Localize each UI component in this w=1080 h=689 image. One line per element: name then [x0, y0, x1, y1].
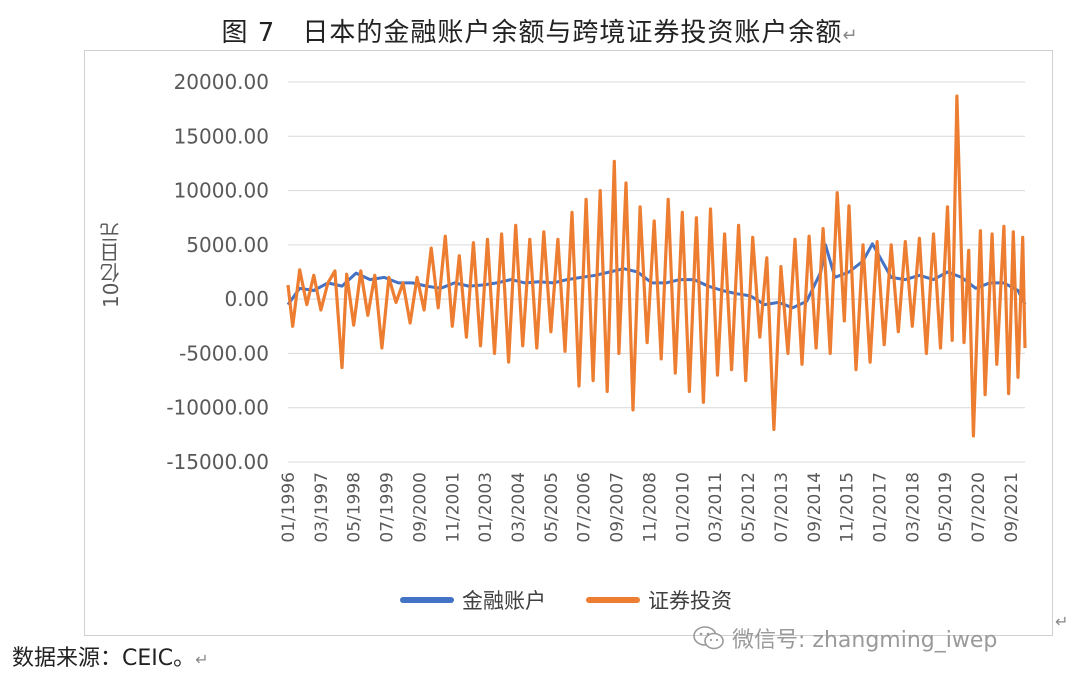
x-tick-label: 05/1998	[345, 472, 365, 543]
x-tick-label: 01/1996	[279, 472, 299, 543]
chart-frame	[84, 50, 1053, 636]
watermark: 微信号: zhangming_iwep	[692, 622, 997, 654]
legend-swatch-securities	[586, 597, 640, 603]
x-tick-label: 11/2015	[838, 472, 858, 543]
legend-label-securities: 证券投资	[648, 589, 732, 613]
legend-item-securities: 证券投资	[586, 585, 732, 615]
x-tick-label: 09/2021	[1002, 472, 1022, 543]
x-tick-label: 05/2019	[936, 472, 956, 543]
x-tick-label: 05/2012	[739, 472, 759, 543]
x-tick-label: 07/2020	[969, 472, 989, 543]
x-tick-label: 09/2000	[410, 472, 430, 543]
series-line-securities-investment	[286, 94, 1027, 438]
source-note: 数据来源：CEIC。↵	[12, 640, 209, 672]
x-tick-label: 03/2004	[509, 472, 529, 543]
chart-title-text: 图 7 日本的金融账户余额与跨境证券投资账户余额	[221, 18, 843, 48]
chart-title: 图 7 日本的金融账户余额与跨境证券投资账户余额↵	[0, 12, 1080, 49]
y-tick-label: -15000.00	[166, 450, 269, 474]
x-tick-label: 09/2014	[805, 472, 825, 543]
x-tick-label: 11/2001	[443, 472, 463, 543]
x-tick-label: 03/1997	[312, 472, 332, 543]
wechat-icon	[693, 626, 724, 650]
y-tick-labels: 20000.00 15000.00 10000.00 5000.00 0.00 -5000…	[166, 70, 269, 474]
legend-item-financial: 金融账户	[400, 585, 546, 615]
x-tick-label: 03/2018	[903, 472, 923, 543]
y-tick-label: -10000.00	[166, 396, 269, 420]
y-tick-label: 10000.00	[174, 179, 269, 203]
corner-return-mark: ↵	[1055, 612, 1069, 631]
legend-label-financial: 金融账户	[462, 589, 546, 613]
series-lines	[286, 94, 1027, 438]
source-text: 数据来源：CEIC。	[12, 646, 196, 671]
y-tick-label: 15000.00	[174, 124, 269, 148]
x-tick-label: 05/2005	[542, 472, 562, 543]
legend-swatch-financial	[400, 597, 454, 603]
x-tick-labels: 01/1996 03/1997 05/1998 07/1999 09/2000 11/20…	[279, 472, 1022, 543]
x-tick-label: 01/2003	[476, 472, 496, 543]
x-tick-label: 07/2013	[772, 472, 792, 543]
y-tick-label: 5000.00	[186, 233, 269, 257]
x-tick-label: 01/2010	[673, 472, 693, 543]
x-tick-label: 01/2017	[870, 472, 890, 543]
x-tick-label: 09/2007	[608, 472, 628, 543]
y-tick-label: -5000.00	[179, 341, 269, 365]
x-tick-label: 07/2006	[575, 472, 595, 543]
source-return-mark: ↵	[195, 650, 209, 669]
watermark-text: 微信号: zhangming_iwep	[732, 628, 998, 653]
title-return-mark: ↵	[842, 25, 859, 46]
y-tick-label: 0.00	[224, 287, 269, 311]
legend: 金融账户 证券投资	[400, 584, 732, 616]
x-tick-label: 11/2008	[640, 472, 660, 543]
x-tick-label: 07/1999	[378, 472, 398, 543]
x-tick-label: 03/2011	[706, 472, 726, 543]
y-tick-label: 20000.00	[174, 70, 269, 94]
